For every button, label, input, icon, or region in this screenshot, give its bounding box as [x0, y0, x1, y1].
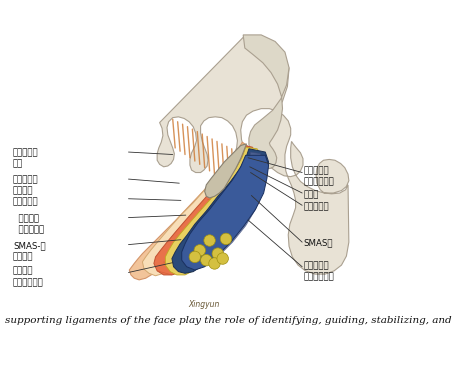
Polygon shape — [157, 38, 349, 274]
Circle shape — [194, 245, 206, 256]
Text: SMAS-颧
颧部韧带: SMAS-颧 颧部韧带 — [13, 241, 46, 261]
Text: supporting ligaments of the face play the role of identifying, guiding, stabiliz: supporting ligaments of the face play th… — [5, 316, 451, 325]
Text: 面部间膜层
（王岩间隙）: 面部间膜层 （王岩间隙） — [304, 261, 335, 281]
Text: SMAS层: SMAS层 — [304, 238, 333, 247]
Polygon shape — [154, 145, 262, 275]
Circle shape — [201, 254, 212, 266]
Polygon shape — [182, 155, 269, 270]
Polygon shape — [165, 147, 265, 275]
Polygon shape — [129, 142, 251, 280]
Text: 面部间膜层
（颞前间隙）: 面部间膜层 （颞前间隙） — [304, 166, 335, 186]
Text: 皮肤层: 皮肤层 — [304, 191, 319, 199]
Polygon shape — [142, 144, 254, 276]
Polygon shape — [190, 152, 265, 265]
Text: 皮下脂肪层: 皮下脂肪层 — [304, 202, 329, 211]
Text: 面神经颧支: 面神经颧支 — [13, 197, 38, 206]
Polygon shape — [172, 149, 269, 273]
Text: 颧弓韧带
  面神经颞支: 颧弓韧带 面神经颞支 — [13, 214, 44, 234]
Circle shape — [204, 235, 215, 246]
Text: 面神经眼轮
匝肌分支: 面神经眼轮 匝肌分支 — [13, 175, 38, 195]
Polygon shape — [243, 35, 289, 169]
Text: Xingyun: Xingyun — [188, 300, 219, 308]
Polygon shape — [205, 144, 246, 198]
Text: 深筋膜层
（咬肌筋膜）: 深筋膜层 （咬肌筋膜） — [13, 267, 44, 287]
Circle shape — [209, 258, 220, 269]
Circle shape — [217, 253, 228, 264]
Circle shape — [220, 233, 232, 245]
Text: 眼轮匝肌下
韧带: 眼轮匝肌下 韧带 — [13, 148, 38, 168]
Circle shape — [212, 248, 224, 259]
Circle shape — [189, 251, 201, 263]
